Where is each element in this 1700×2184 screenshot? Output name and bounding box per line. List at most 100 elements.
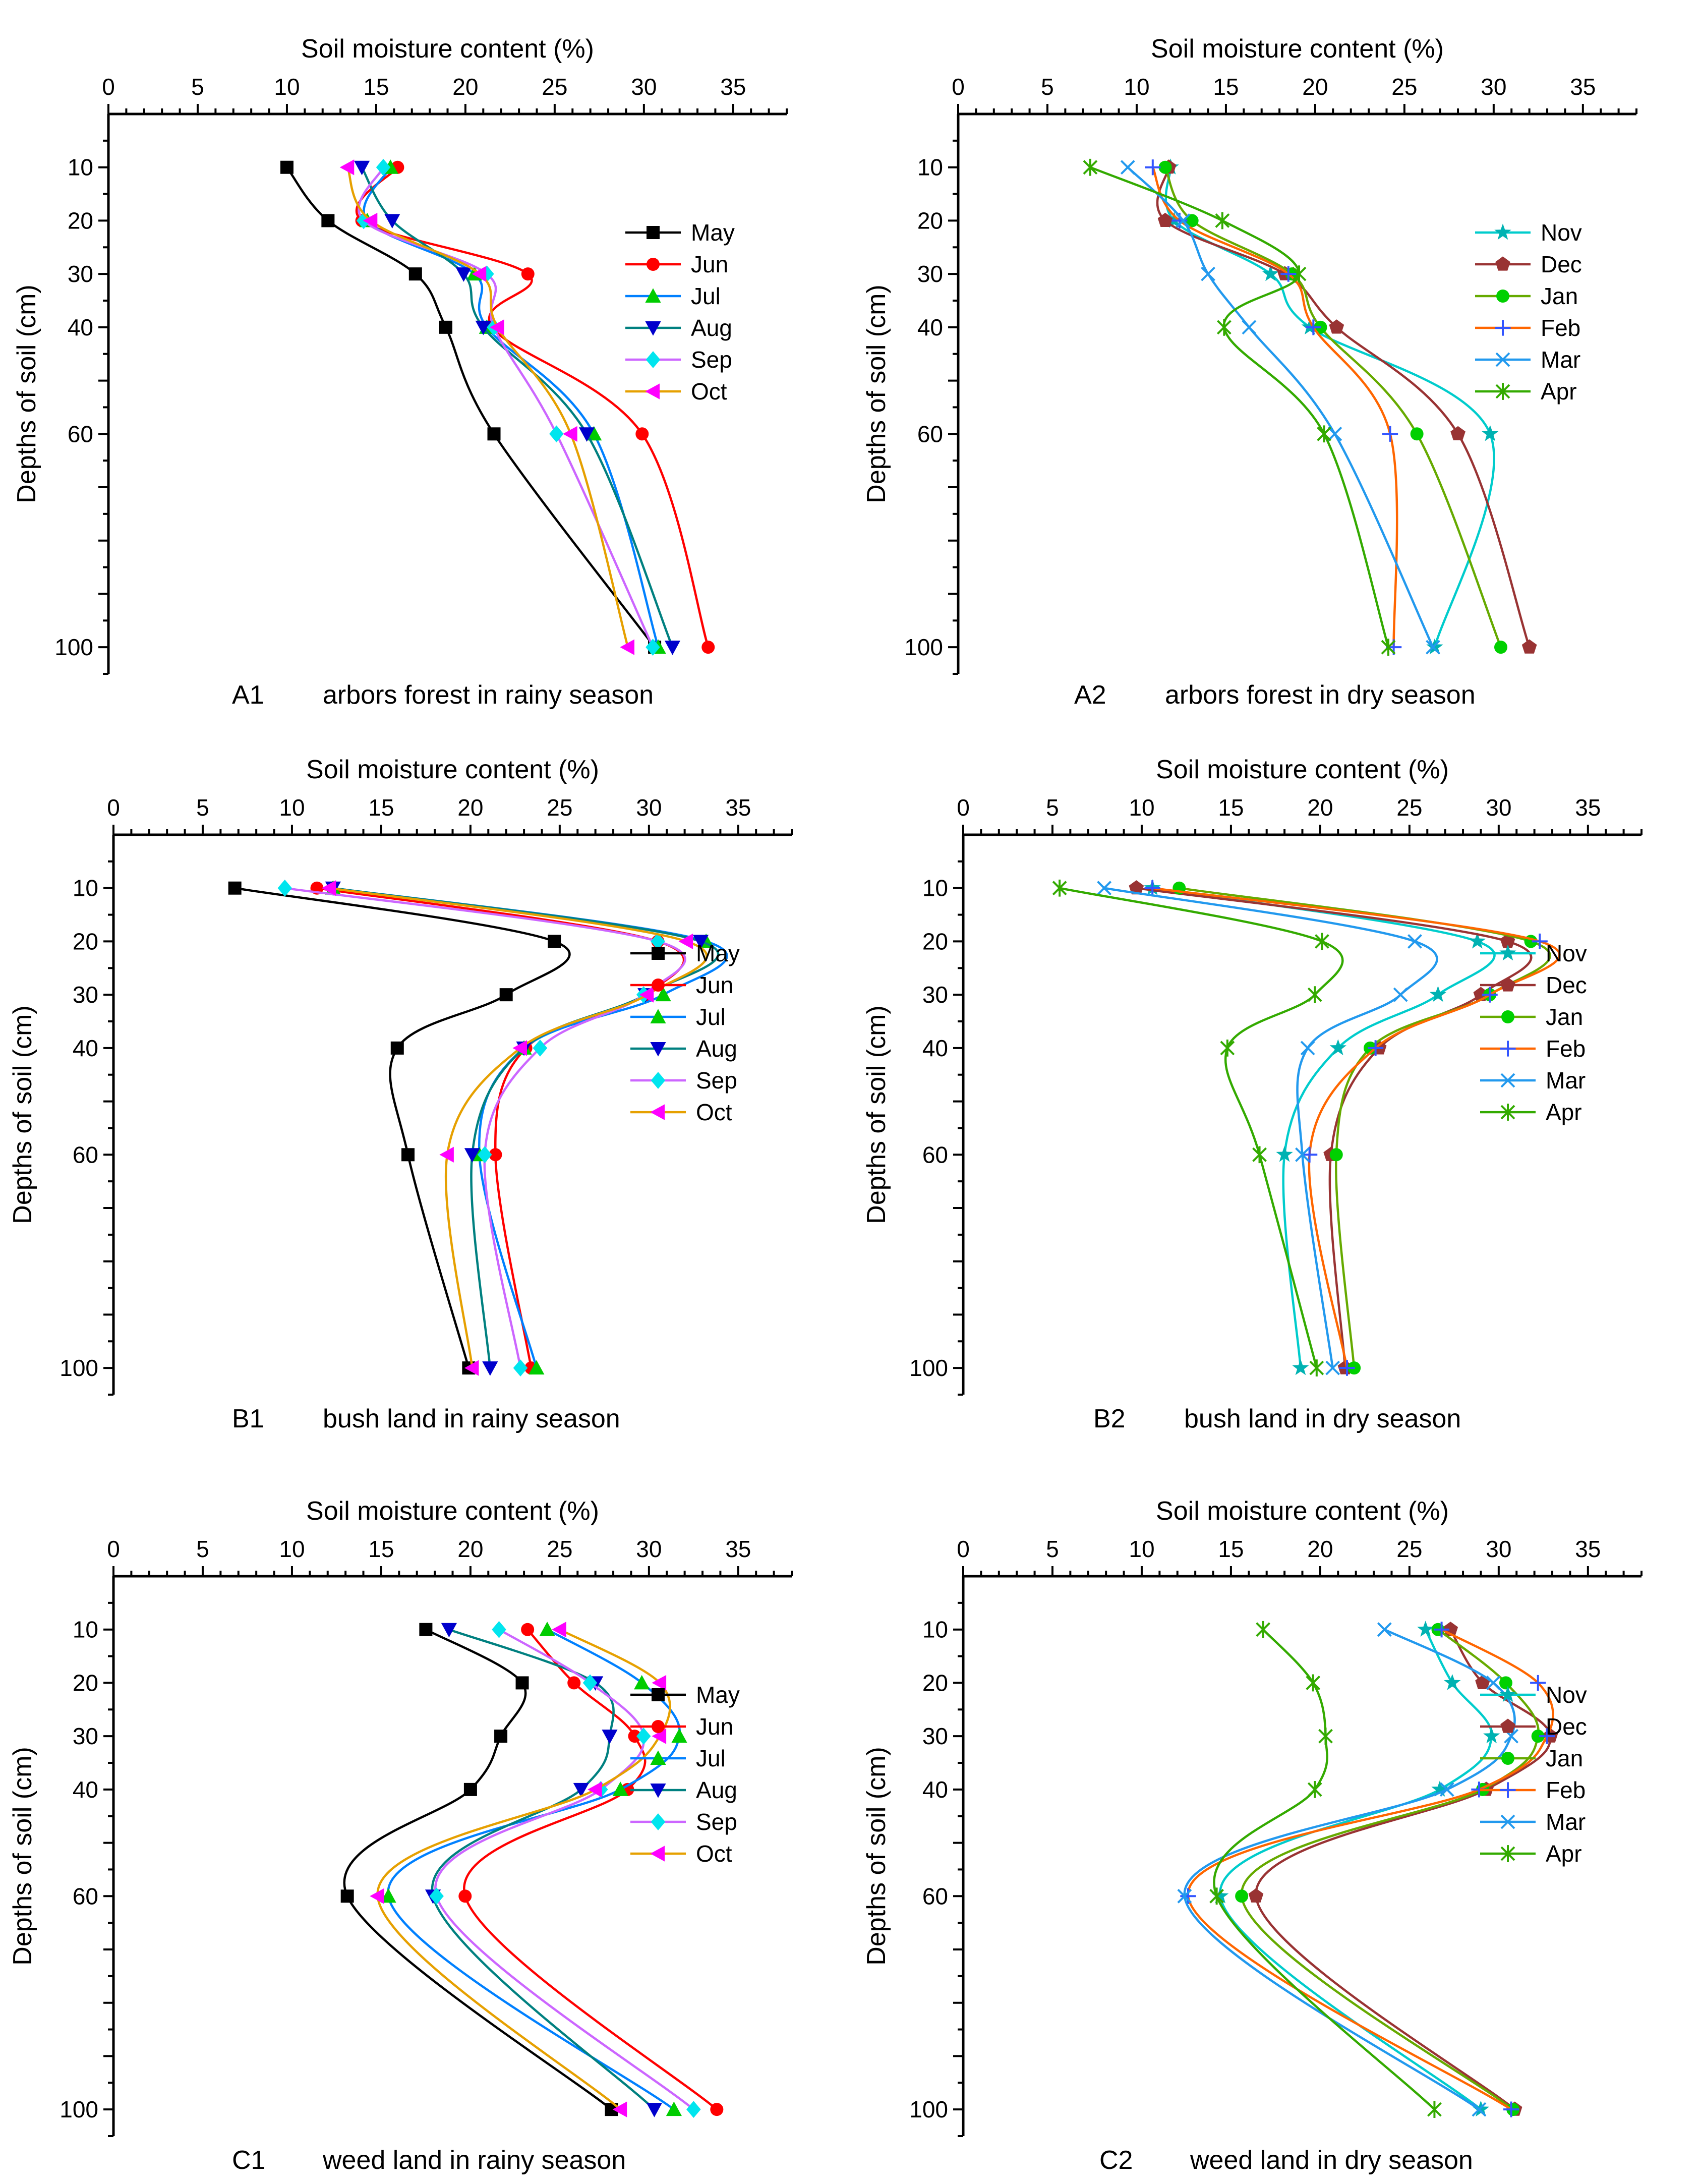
data-point-sep <box>646 639 660 656</box>
x-tick-label: 20 <box>452 74 478 100</box>
legend-label-nov: Nov <box>1541 219 1582 246</box>
data-point-jul <box>666 2101 682 2116</box>
data-point-aug <box>455 267 472 282</box>
legend-label-may: May <box>691 219 735 246</box>
x-tick-label: 20 <box>457 794 483 821</box>
legend-label-sep: Sep <box>691 347 732 373</box>
data-point-nov <box>1431 1780 1448 1797</box>
legend-label-sep: Sep <box>696 1067 737 1094</box>
data-point-oct <box>552 1622 566 1638</box>
legend-label-oct: Oct <box>691 378 727 405</box>
data-point-nov <box>1212 1887 1229 1904</box>
data-point-apr <box>1306 1674 1321 1692</box>
data-point-may <box>280 160 294 174</box>
y-tick-label: 20 <box>73 1670 98 1696</box>
series-line-sep <box>284 887 686 1368</box>
x-tick-label: 10 <box>274 74 300 100</box>
legend-marker-feb <box>1495 320 1511 336</box>
panel-caption-id: C2 <box>1099 2146 1133 2175</box>
y-tick-label: 20 <box>922 928 948 954</box>
series-line-mar <box>1127 166 1434 648</box>
data-point-nov <box>1483 1727 1500 1744</box>
y-axis-title: Depths of soil (cm) <box>862 1747 891 1965</box>
legend-marker-jan <box>1496 290 1509 303</box>
x-tick-label: 5 <box>1046 1536 1059 1562</box>
data-point-mar <box>1439 1782 1454 1797</box>
x-tick-label: 10 <box>1124 74 1149 100</box>
data-point-aug <box>602 1730 618 1744</box>
data-point-oct <box>652 1728 667 1744</box>
chart-panel-c2: 0 5 10 15 20 25 30 35 10 20 30 40 60 100 Soil moisture… <box>862 1497 1643 2175</box>
legend-marker-jul <box>650 1750 666 1765</box>
data-point-apr <box>1318 1728 1333 1745</box>
x-tick-label: 30 <box>631 74 657 100</box>
panel-caption-id: A2 <box>1074 680 1106 710</box>
data-point-may <box>419 1623 433 1636</box>
data-point-oct <box>339 159 355 176</box>
x-tick-label: 25 <box>547 1536 572 1562</box>
legend-label-mar: Mar <box>1546 1067 1586 1094</box>
y-axis-title: Depths of soil (cm) <box>862 284 891 503</box>
data-point-may <box>487 427 501 441</box>
x-tick-label: 30 <box>1486 794 1511 821</box>
data-point-may <box>439 320 452 334</box>
data-point-oct <box>639 987 654 1003</box>
data-point-oct <box>321 880 336 896</box>
data-point-jan <box>1499 1676 1512 1690</box>
series-line-feb <box>1187 1628 1554 2110</box>
data-point-oct <box>563 426 577 442</box>
x-axis-title: Soil moisture content (%) <box>306 1497 599 1526</box>
data-point-sep <box>477 1146 492 1164</box>
x-tick-label: 10 <box>279 794 305 821</box>
y-tick-label: 60 <box>73 1141 98 1168</box>
series-line-apr <box>1090 166 1390 648</box>
data-point-apr <box>1309 1359 1324 1377</box>
y-tick-label: 60 <box>73 1883 98 1909</box>
data-point-aug <box>482 1361 498 1376</box>
data-point-feb <box>1339 1360 1355 1376</box>
legend-marker-aug <box>650 1042 666 1057</box>
data-point-jun <box>489 1148 502 1162</box>
data-point-apr <box>1252 1146 1267 1164</box>
x-tick-label: 30 <box>1481 74 1506 100</box>
data-point-oct <box>439 1146 454 1163</box>
data-point-mar <box>1295 1147 1310 1162</box>
data-point-oct <box>512 1040 527 1056</box>
data-point-sep <box>651 933 665 950</box>
x-axis-title: Soil moisture content (%) <box>1156 755 1449 784</box>
x-tick-label: 35 <box>1575 1536 1601 1562</box>
legend-label-jul: Jul <box>691 283 721 309</box>
chart-panel-a1: 0 5 10 15 20 25 30 35 10 20 30 40 60 100 Soil moisture… <box>12 34 788 710</box>
data-point-aug <box>475 320 491 335</box>
legend-label-jan: Jan <box>1541 283 1578 309</box>
y-tick-label: 100 <box>60 2096 98 2122</box>
legend-label-jan: Jan <box>1546 1004 1583 1030</box>
data-point-jan <box>1531 1730 1545 1743</box>
data-point-dec <box>1521 639 1537 654</box>
series-line-feb <box>1152 887 1561 1368</box>
data-point-jun <box>567 1676 581 1690</box>
data-point-jun <box>628 1730 641 1743</box>
y-tick-label: 20 <box>917 207 943 234</box>
legend-label-apr: Apr <box>1546 1841 1582 1867</box>
panel-caption-id: C1 <box>232 2146 265 2175</box>
data-point-oct <box>678 933 693 950</box>
legend-marker-nov <box>1499 944 1516 961</box>
data-point-feb <box>1145 159 1161 176</box>
legend-label-sep: Sep <box>696 1809 737 1835</box>
data-point-jan <box>1494 641 1507 654</box>
y-tick-label: 100 <box>909 1355 948 1381</box>
legend-label-jun: Jun <box>696 1713 733 1740</box>
legend-label-jul: Jul <box>696 1745 726 1771</box>
x-tick-label: 25 <box>1396 794 1422 821</box>
series-line-oct <box>329 887 708 1368</box>
series-line-sep <box>358 166 654 648</box>
x-tick-label: 0 <box>107 794 120 821</box>
data-point-aug <box>578 427 595 442</box>
y-tick-label: 30 <box>68 261 93 287</box>
data-point-sep <box>513 1359 528 1377</box>
x-axis-title: Soil moisture content (%) <box>301 34 594 64</box>
legend-label-mar: Mar <box>1541 347 1580 373</box>
data-point-nov <box>1276 1145 1293 1162</box>
data-point-apr <box>1052 879 1067 897</box>
